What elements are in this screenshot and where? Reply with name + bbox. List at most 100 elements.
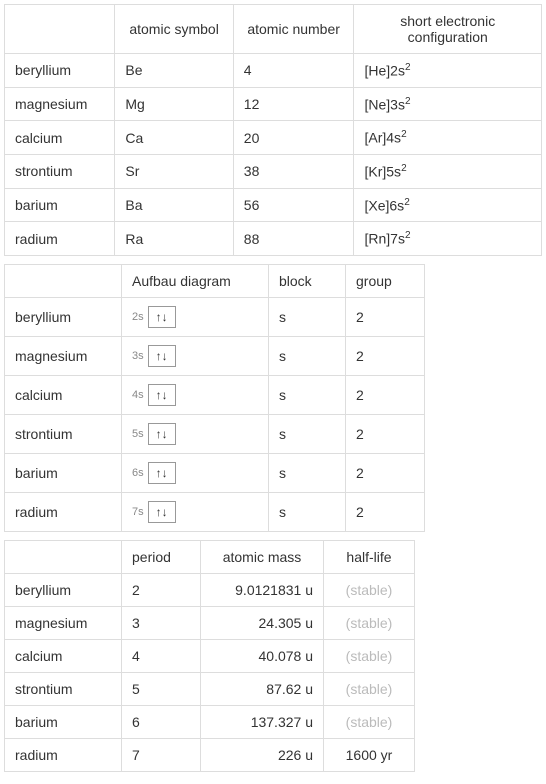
table-header-row: period atomic mass half-life <box>5 540 415 573</box>
table-row: magnesium324.305 u(stable) <box>5 606 415 639</box>
atomic-symbol: Be <box>115 54 233 88</box>
atomic-symbol: Mg <box>115 87 233 121</box>
header-atomic-mass: atomic mass <box>201 540 324 573</box>
period-value: 6 <box>122 705 201 738</box>
element-name: radium <box>5 738 122 771</box>
table1-body: berylliumBe4[He]2s2magnesiumMg12[Ne]3s2c… <box>5 54 542 256</box>
table-row: calcium4s↑↓s2 <box>5 375 425 414</box>
table-row: calcium440.078 u(stable) <box>5 639 415 672</box>
table3-body: beryllium29.0121831 u(stable)magnesium32… <box>5 573 415 771</box>
atomic-mass: 226 u <box>201 738 324 771</box>
element-name: beryllium <box>5 54 115 88</box>
period-value: 4 <box>122 639 201 672</box>
orbital-label: 3s <box>132 350 144 362</box>
table-row: calciumCa20[Ar]4s2 <box>5 121 542 155</box>
element-name: strontium <box>5 154 115 188</box>
orbital-box-icon: ↑↓ <box>148 345 176 367</box>
element-name: barium <box>5 453 122 492</box>
table-row: beryllium2s↑↓s2 <box>5 297 425 336</box>
aufbau-diagram: 7s↑↓ <box>122 492 269 531</box>
period-value: 5 <box>122 672 201 705</box>
half-life: (stable) <box>324 705 415 738</box>
header-empty <box>5 264 122 297</box>
block-value: s <box>269 492 346 531</box>
aufbau-diagram: 2s↑↓ <box>122 297 269 336</box>
header-empty <box>5 5 115 54</box>
orbital-label: 4s <box>132 389 144 401</box>
table-header-row: atomic symbol atomic number short electr… <box>5 5 542 54</box>
orbital-label: 5s <box>132 428 144 440</box>
table-atomic-symbol: atomic symbol atomic number short electr… <box>4 4 542 256</box>
orbital-label: 6s <box>132 467 144 479</box>
element-name: magnesium <box>5 606 122 639</box>
table-row: berylliumBe4[He]2s2 <box>5 54 542 88</box>
header-period: period <box>122 540 201 573</box>
aufbau-diagram: 6s ↑↓ <box>122 453 269 492</box>
table-row: strontium5s↑↓s2 <box>5 414 425 453</box>
header-atomic-symbol: atomic symbol <box>115 5 233 54</box>
element-name: calcium <box>5 121 115 155</box>
half-life: (stable) <box>324 672 415 705</box>
element-name: barium <box>5 705 122 738</box>
header-empty <box>5 540 122 573</box>
orbital-label: 2s <box>132 311 144 323</box>
aufbau-diagram: 4s ↑↓ <box>122 375 269 414</box>
element-name: beryllium <box>5 297 122 336</box>
half-life: 1600 yr <box>324 738 415 771</box>
atomic-number: 12 <box>233 87 354 121</box>
table-header-row: Aufbau diagram block group <box>5 264 425 297</box>
half-life: (stable) <box>324 573 415 606</box>
atomic-mass: 137.327 u <box>201 705 324 738</box>
block-value: s <box>269 297 346 336</box>
table-row: bariumBa56[Xe]6s2 <box>5 188 542 222</box>
element-name: radium <box>5 222 115 256</box>
header-atomic-number: atomic number <box>233 5 354 54</box>
header-half-life: half-life <box>324 540 415 573</box>
element-name: barium <box>5 188 115 222</box>
atomic-number: 20 <box>233 121 354 155</box>
aufbau-diagram: 3s ↑↓ <box>122 336 269 375</box>
element-name: magnesium <box>5 336 122 375</box>
table-period-mass: period atomic mass half-life beryllium29… <box>4 540 415 772</box>
element-name: strontium <box>5 414 122 453</box>
block-value: s <box>269 375 346 414</box>
element-name: magnesium <box>5 87 115 121</box>
element-name: beryllium <box>5 573 122 606</box>
table-row: barium6137.327 u(stable) <box>5 705 415 738</box>
electronic-config: [He]2s2 <box>354 54 542 88</box>
block-value: s <box>269 453 346 492</box>
half-life: (stable) <box>324 639 415 672</box>
group-value: 2 <box>346 492 425 531</box>
table-row: radium7s↑↓s2 <box>5 492 425 531</box>
atomic-symbol: Sr <box>115 154 233 188</box>
table-row: magnesiumMg12[Ne]3s2 <box>5 87 542 121</box>
orbital-box-icon: ↑↓ <box>148 462 176 484</box>
table-row: strontium587.62 u(stable) <box>5 672 415 705</box>
header-block: block <box>269 264 346 297</box>
electronic-config: [Rn]7s2 <box>354 222 542 256</box>
element-name: calcium <box>5 375 122 414</box>
atomic-mass: 40.078 u <box>201 639 324 672</box>
atomic-symbol: Ra <box>115 222 233 256</box>
electronic-config: [Kr]5s2 <box>354 154 542 188</box>
table-row: magnesium3s↑↓s2 <box>5 336 425 375</box>
atomic-symbol: Ca <box>115 121 233 155</box>
table-row: strontiumSr38[Kr]5s2 <box>5 154 542 188</box>
period-value: 7 <box>122 738 201 771</box>
electronic-config: [Ar]4s2 <box>354 121 542 155</box>
electronic-config: [Ne]3s2 <box>354 87 542 121</box>
atomic-mass: 9.0121831 u <box>201 573 324 606</box>
aufbau-diagram: 5s↑↓ <box>122 414 269 453</box>
atomic-number: 88 <box>233 222 354 256</box>
header-group: group <box>346 264 425 297</box>
atomic-number: 56 <box>233 188 354 222</box>
orbital-box-icon: ↑↓ <box>148 384 176 406</box>
orbital-label: 7s <box>132 506 144 518</box>
block-value: s <box>269 414 346 453</box>
group-value: 2 <box>346 453 425 492</box>
period-value: 3 <box>122 606 201 639</box>
period-value: 2 <box>122 573 201 606</box>
element-name: calcium <box>5 639 122 672</box>
atomic-mass: 87.62 u <box>201 672 324 705</box>
half-life: (stable) <box>324 606 415 639</box>
